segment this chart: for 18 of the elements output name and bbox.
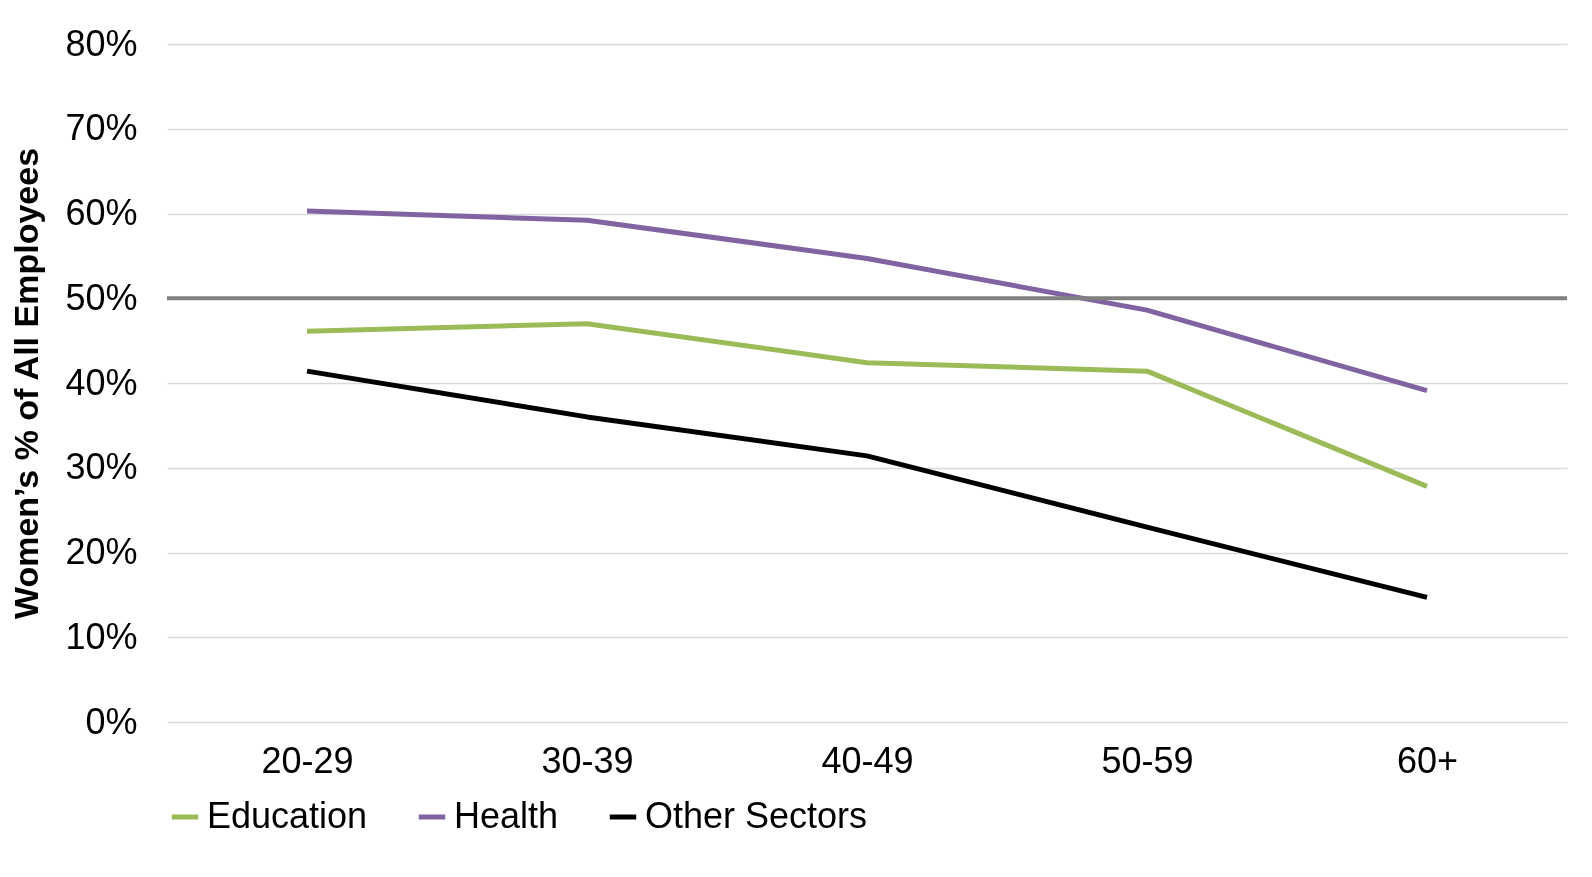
y-tick-label: 70% bbox=[65, 107, 138, 149]
y-tick-label: 0% bbox=[85, 700, 138, 742]
x-tick-label: 30-39 bbox=[541, 739, 634, 781]
y-tick-label: 20% bbox=[65, 531, 138, 572]
y-axis-title: Women’s % of All Employees bbox=[7, 147, 46, 620]
legend-label: Education bbox=[207, 795, 368, 836]
x-tick-label: 40-49 bbox=[821, 739, 914, 781]
legend-label: Health bbox=[454, 795, 559, 836]
x-tick-label: 50-59 bbox=[1101, 739, 1194, 781]
y-tick-label: 30% bbox=[65, 446, 138, 488]
x-tick-label: 20-29 bbox=[261, 739, 354, 781]
y-tick-label: 10% bbox=[65, 615, 138, 657]
legend-label: Other Sectors bbox=[645, 795, 868, 836]
y-tick-label: 40% bbox=[65, 361, 138, 403]
x-tick-label: 60+ bbox=[1396, 739, 1459, 781]
y-tick-label: 60% bbox=[65, 192, 138, 233]
y-tick-label: 50% bbox=[65, 276, 138, 318]
y-tick-label: 80% bbox=[65, 22, 138, 64]
